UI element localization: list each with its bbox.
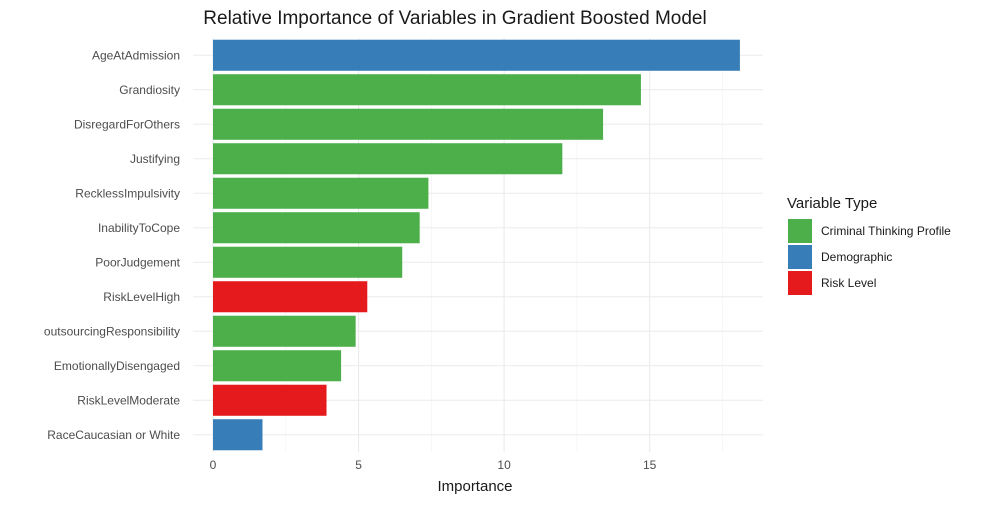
- legend-swatch: [788, 245, 812, 269]
- bar: [213, 177, 429, 209]
- bar: [213, 108, 604, 140]
- category-label: InabilityToCope: [98, 221, 180, 235]
- category-label: EmotionallyDisengaged: [54, 359, 180, 373]
- category-label: Grandiosity: [119, 83, 180, 97]
- legend-label: Risk Level: [821, 276, 876, 290]
- bar: [213, 212, 420, 244]
- bar: [213, 315, 356, 347]
- category-label: RiskLevelModerate: [77, 393, 180, 407]
- bars: [213, 39, 740, 451]
- category-label: PoorJudgement: [95, 255, 180, 269]
- legend: Variable Type Criminal Thinking Profile D…: [787, 195, 951, 295]
- category-label: RecklessImpulsivity: [75, 186, 180, 200]
- bar: [213, 39, 740, 71]
- bar: [213, 74, 641, 106]
- bar: [213, 419, 263, 451]
- category-label: outsourcingResponsibility: [44, 324, 180, 338]
- bar: [213, 384, 327, 416]
- category-label: AgeAtAdmission: [92, 48, 180, 62]
- category-label: Justifying: [130, 152, 180, 166]
- x-axis-title: Importance: [437, 478, 512, 495]
- legend-swatch: [788, 271, 812, 295]
- x-tick-label: 0: [210, 458, 217, 472]
- bar: [213, 143, 563, 175]
- bar: [213, 246, 403, 278]
- bar: [213, 281, 368, 313]
- category-label: RiskLevelHigh: [103, 290, 180, 304]
- legend-label: Demographic: [821, 250, 892, 264]
- legend-label: Criminal Thinking Profile: [821, 224, 951, 238]
- x-tick-label: 10: [497, 458, 511, 472]
- x-tick-label: 15: [643, 458, 657, 472]
- x-tick-label: 5: [355, 458, 362, 472]
- legend-title: Variable Type: [787, 195, 877, 212]
- chart-title: Relative Importance of Variables in Grad…: [203, 8, 706, 29]
- category-label: RaceCaucasian or White: [47, 428, 180, 442]
- category-label: DisregardForOthers: [74, 117, 180, 131]
- category-labels: AgeAtAdmission Grandiosity DisregardForOth…: [44, 48, 181, 442]
- bar: [213, 350, 342, 382]
- legend-swatch: [788, 219, 812, 243]
- x-tick-labels: 0 5 10 15: [210, 458, 657, 472]
